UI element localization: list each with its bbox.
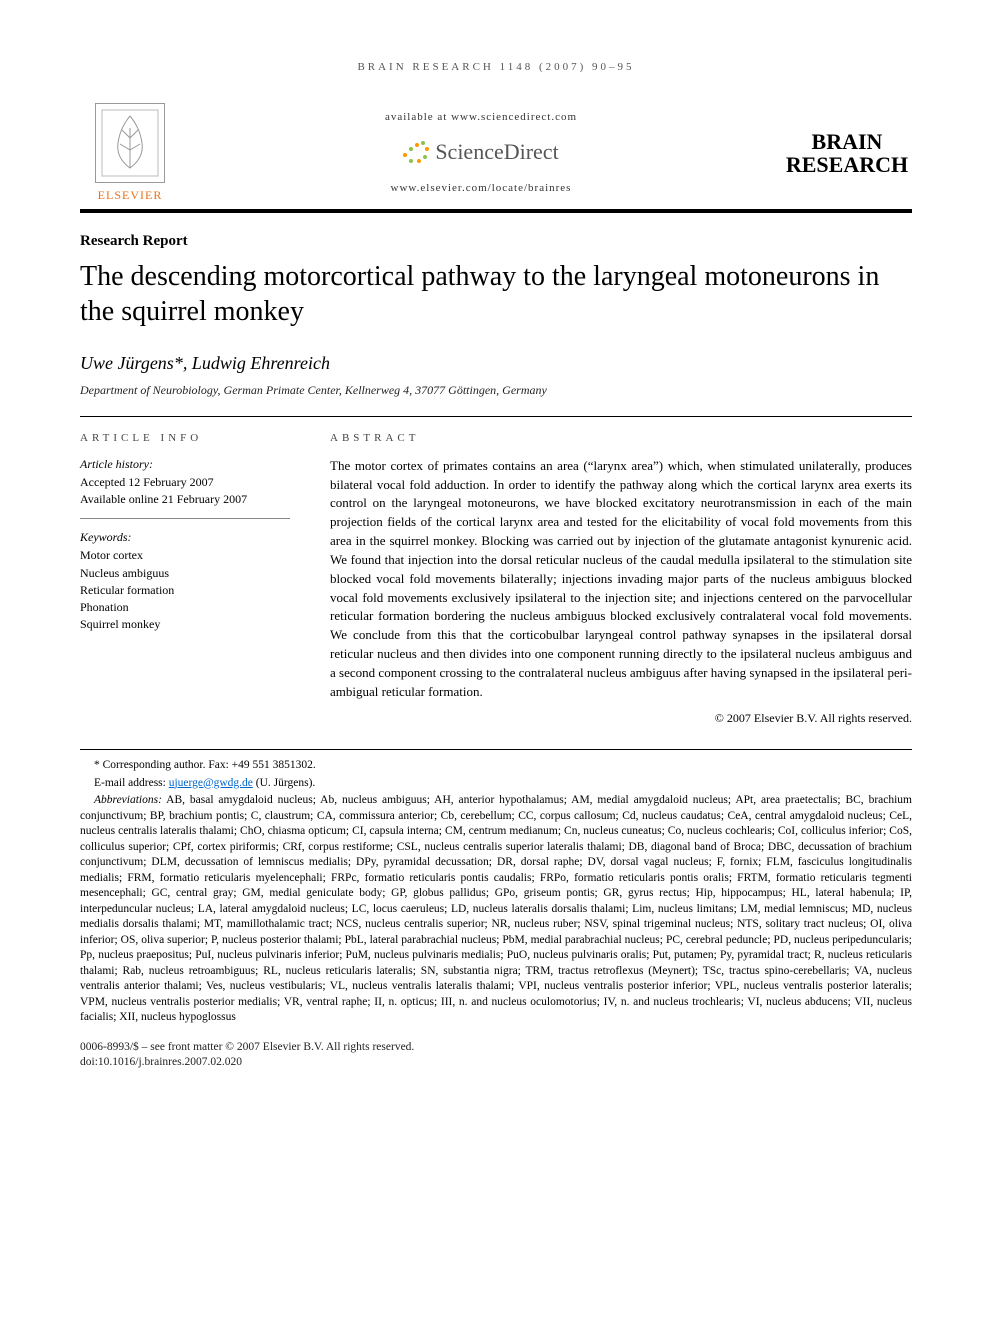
journal-banner: ELSEVIER available at www.sciencedirect.… [80, 103, 912, 213]
elsevier-label: ELSEVIER [98, 187, 163, 203]
corresponding-author: * Corresponding author. Fax: +49 551 385… [80, 758, 912, 774]
doi-line: doi:10.1016/j.brainres.2007.02.020 [80, 1055, 912, 1071]
elsevier-tree-icon [95, 103, 165, 183]
journal-name-line2: RESEARCH [782, 153, 912, 176]
keyword-item: Nucleus ambiguus [80, 565, 290, 581]
availability-line: available at www.sciencedirect.com [180, 110, 782, 125]
email-link[interactable]: ujuerge@gwdg.de [169, 777, 253, 789]
email-line: E-mail address: ujuerge@gwdg.de (U. Jürg… [80, 776, 912, 792]
abbreviations-paragraph: Abbreviations: AB, basal amygdaloid nucl… [80, 793, 912, 1026]
email-prefix: E-mail address: [94, 777, 169, 789]
article-history-block: Article history: Accepted 12 February 20… [80, 456, 290, 520]
sciencedirect-logo: ScienceDirect [403, 137, 558, 167]
keyword-item: Phonation [80, 599, 290, 615]
journal-name: BRAIN RESEARCH [782, 130, 912, 176]
keywords-heading: Keywords: [80, 529, 290, 545]
article-info-column: ARTICLE INFO Article history: Accepted 1… [80, 431, 290, 727]
abstract-text: The motor cortex of primates contains an… [330, 457, 912, 702]
footnotes-block: * Corresponding author. Fax: +49 551 385… [80, 749, 912, 1026]
keywords-block: Keywords: Motor cortex Nucleus ambiguus … [80, 529, 290, 632]
keyword-item: Motor cortex [80, 547, 290, 563]
abstract-column: ABSTRACT The motor cortex of primates co… [330, 431, 912, 727]
journal-url: www.elsevier.com/locate/brainres [180, 181, 782, 196]
keyword-item: Squirrel monkey [80, 616, 290, 632]
abbreviations-text: AB, basal amygdaloid nucleus; Ab, nucleu… [80, 794, 912, 1023]
info-abstract-row: ARTICLE INFO Article history: Accepted 1… [80, 416, 912, 727]
article-info-label: ARTICLE INFO [80, 431, 290, 446]
accepted-date: Accepted 12 February 2007 [80, 474, 290, 490]
sciencedirect-text: ScienceDirect [435, 137, 558, 167]
issn-front-matter: 0006-8993/$ – see front matter © 2007 El… [80, 1040, 912, 1056]
abstract-label: ABSTRACT [330, 431, 912, 447]
abstract-copyright: © 2007 Elsevier B.V. All rights reserved… [330, 710, 912, 727]
running-header: BRAIN RESEARCH 1148 (2007) 90–95 [80, 60, 912, 75]
keywords-list: Motor cortex Nucleus ambiguus Reticular … [80, 547, 290, 632]
front-matter-block: 0006-8993/$ – see front matter © 2007 El… [80, 1040, 912, 1071]
history-heading: Article history: [80, 456, 290, 472]
banner-center: available at www.sciencedirect.com Scien… [180, 110, 782, 195]
article-type: Research Report [80, 231, 912, 251]
email-suffix: (U. Jürgens). [253, 777, 315, 789]
article-title: The descending motorcortical pathway to … [80, 259, 912, 329]
abbreviations-heading: Abbreviations: [94, 794, 162, 806]
publisher-logo-block: ELSEVIER [80, 103, 180, 203]
keyword-item: Reticular formation [80, 582, 290, 598]
journal-name-line1: BRAIN [782, 130, 912, 153]
authors: Uwe Jürgens*, Ludwig Ehrenreich [80, 351, 912, 375]
sciencedirect-dots-icon [403, 139, 429, 165]
online-date: Available online 21 February 2007 [80, 491, 290, 507]
affiliation: Department of Neurobiology, German Prima… [80, 382, 912, 398]
